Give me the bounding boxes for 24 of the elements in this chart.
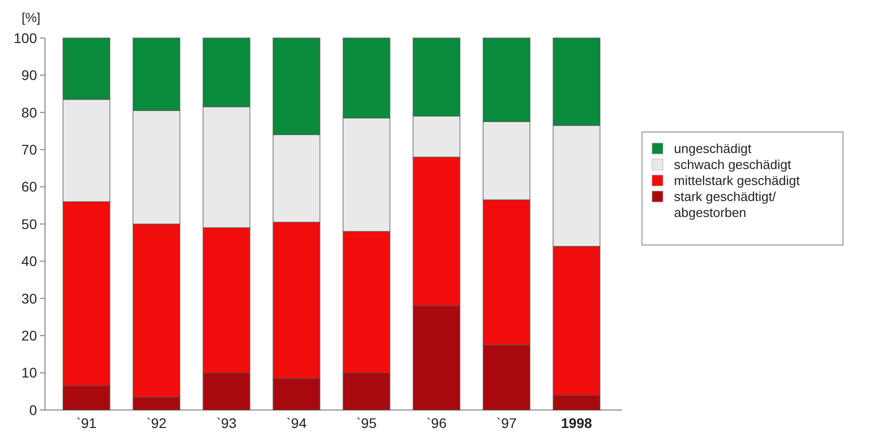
x-tick-label: `94 [286, 415, 307, 431]
y-tick-label: 80 [21, 104, 38, 120]
y-tick-label: 100 [14, 30, 38, 46]
y-tick-label: 60 [21, 178, 38, 195]
y-tick-label: 30 [21, 290, 38, 306]
x-tick-label: `95 [356, 415, 377, 431]
legend-label: stark geschädtigt/ abgestorben [674, 189, 776, 220]
x-tick-label: `91 [76, 415, 97, 431]
x-tick-label: `96 [426, 415, 447, 431]
x-tick-label: `97 [496, 415, 517, 431]
y-tick-label: 40 [21, 253, 38, 270]
x-tick-label: 1998 [560, 415, 592, 431]
y-tick-label: 10 [21, 364, 38, 381]
legend-label: mittelstark geschädigt [674, 173, 800, 188]
y-tick-label: 0 [29, 402, 38, 418]
x-tick-label: `93 [216, 415, 237, 431]
x-tick-label: `92 [146, 415, 167, 431]
y-tick-label: 90 [21, 67, 38, 84]
y-tick-label: 50 [21, 216, 38, 232]
y-tick-label: 20 [21, 328, 38, 344]
legend-label: schwach geschädigt [674, 157, 792, 172]
y-tick-label: 70 [21, 142, 38, 158]
y-axis-title: [%] [22, 10, 40, 25]
legend-label: ungeschädigt [674, 141, 752, 156]
